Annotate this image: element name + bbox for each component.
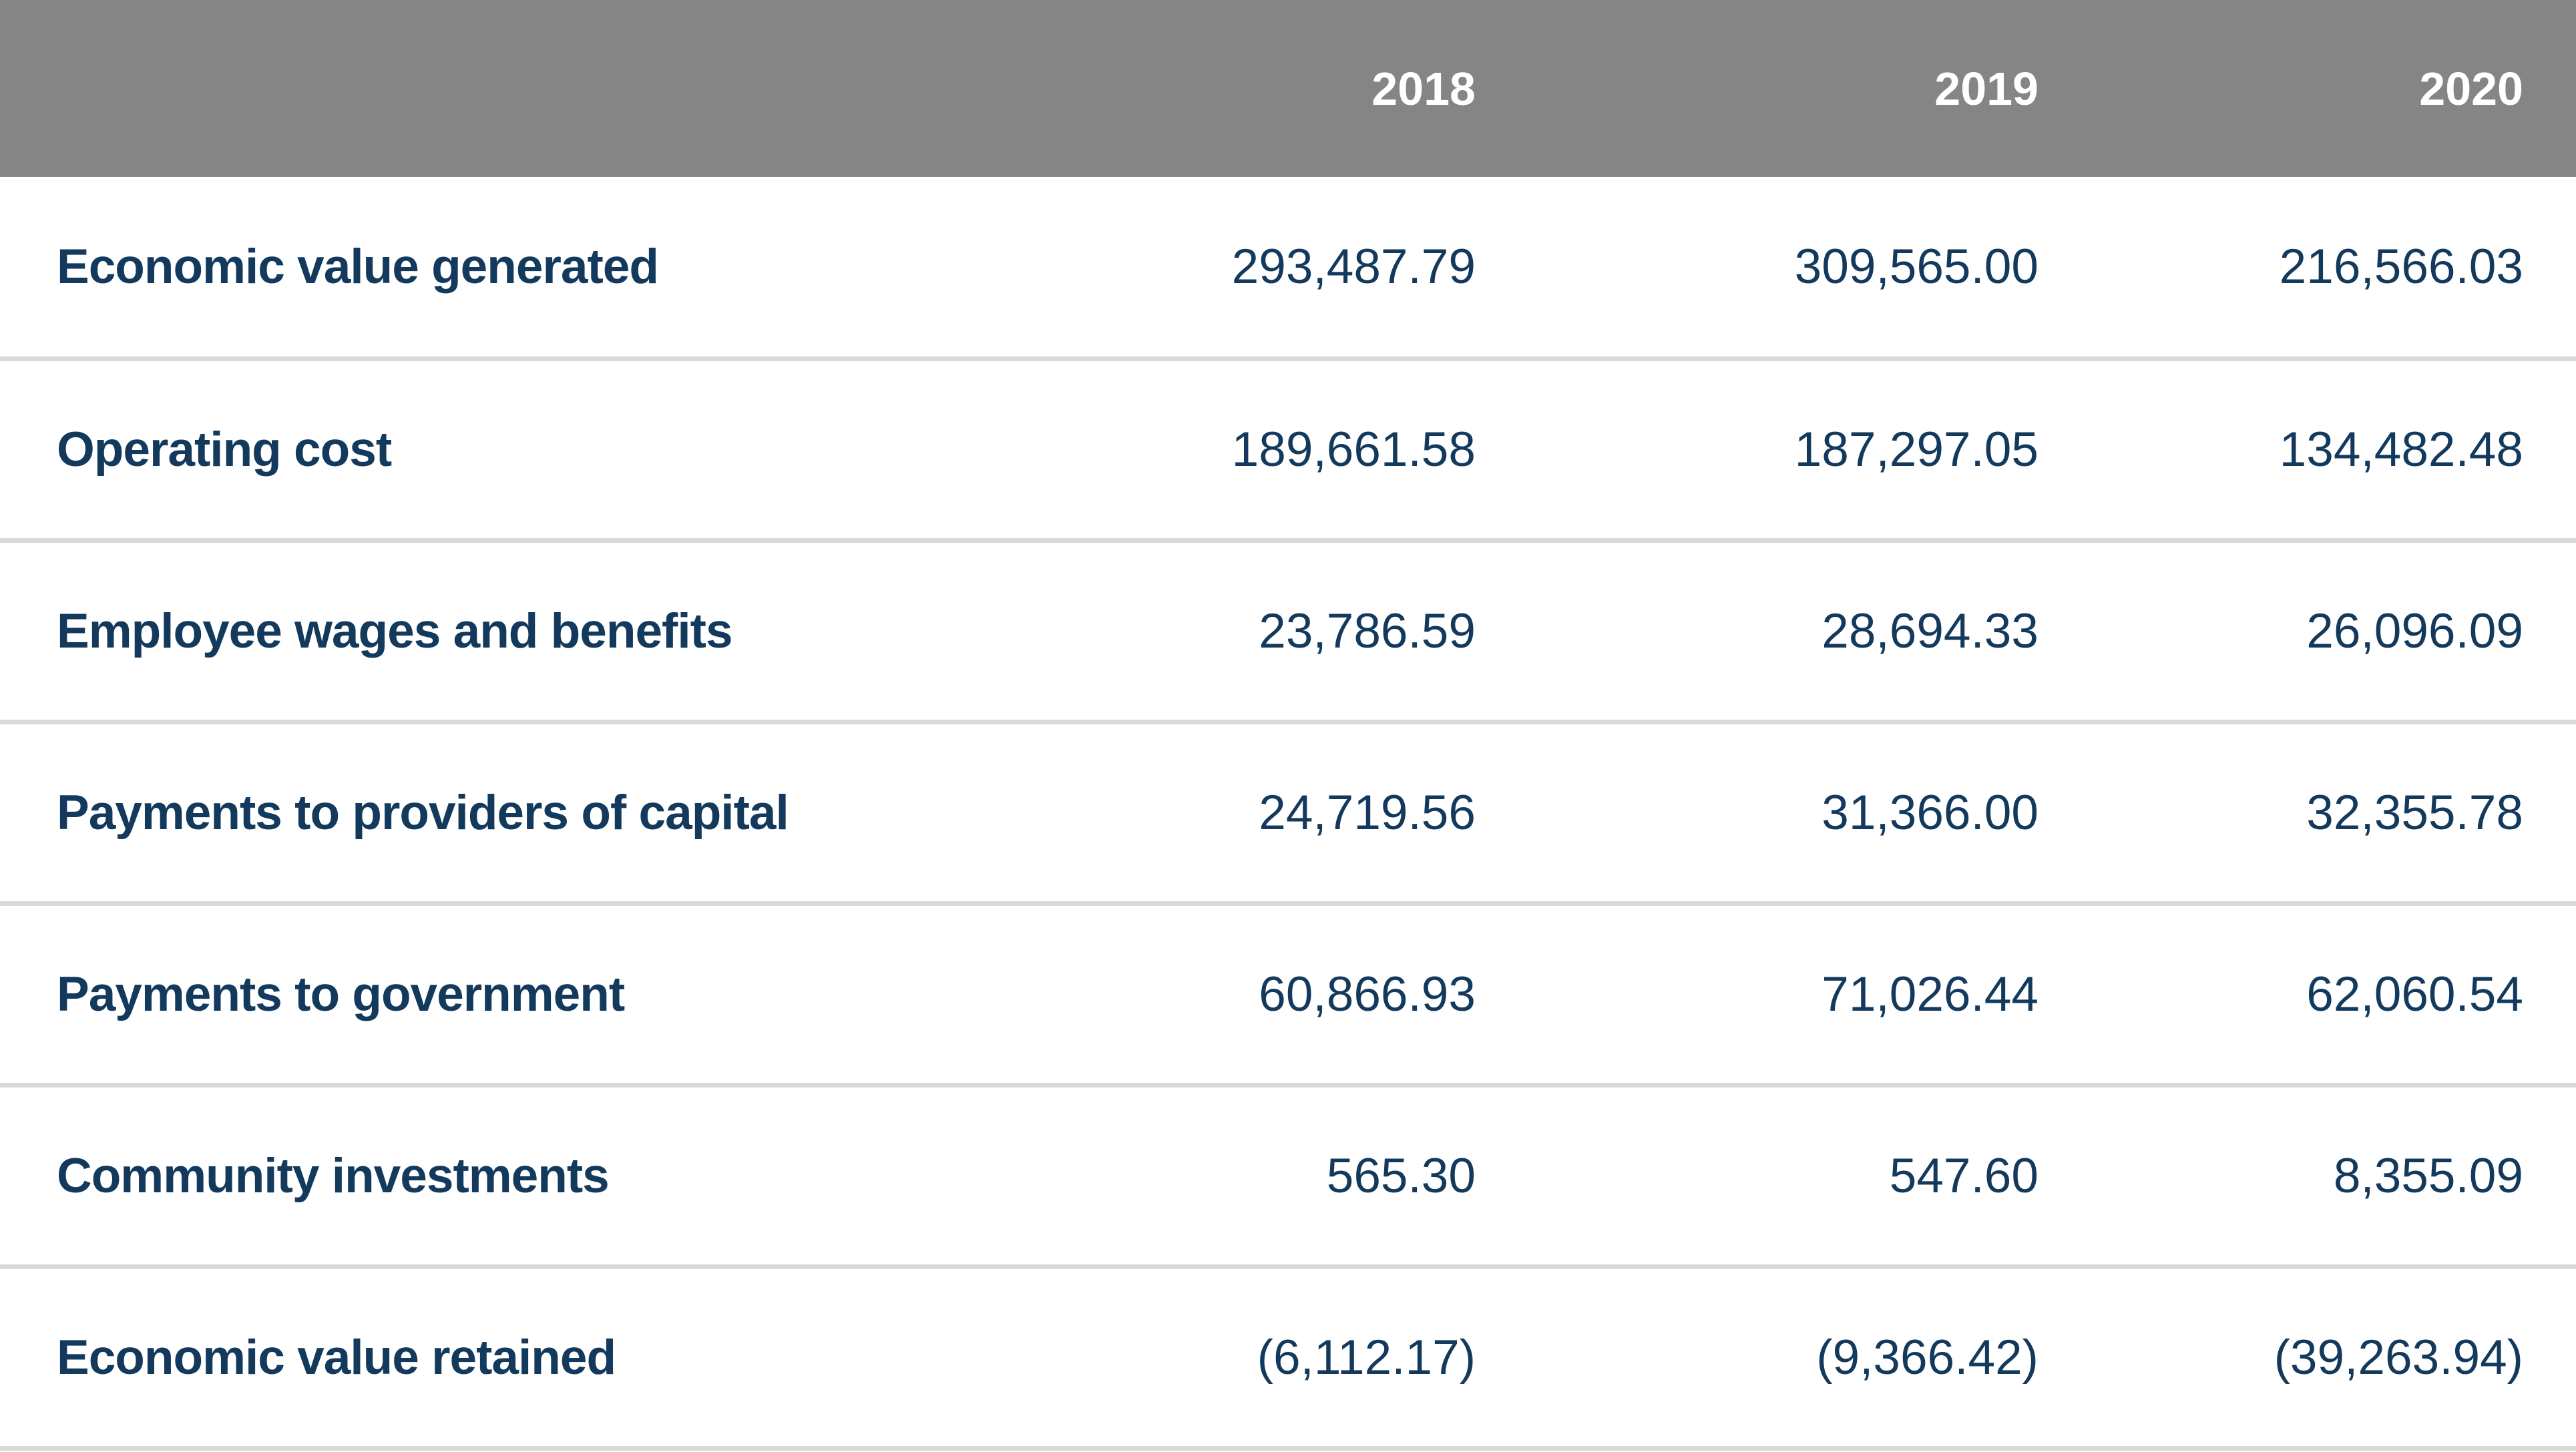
- cell-2019: 28,694.33: [1476, 540, 2038, 724]
- row-label: Employee wages and benefits: [0, 540, 868, 724]
- cell-2019: (9,366.42): [1476, 1266, 2038, 1451]
- table-header-row: 2018 2019 2020: [0, 0, 2576, 177]
- table-row-operating-cost: Operating cost 189,661.58 187,297.05 134…: [0, 358, 2576, 543]
- row-label: Economic value retained: [0, 1266, 868, 1451]
- cell-2018: 565.30: [868, 1085, 1476, 1269]
- cell-2018: 293,487.79: [868, 177, 1476, 361]
- table-row-payments-to-government: Payments to government 60,866.93 71,026.…: [0, 903, 2576, 1087]
- table-row-community-investments: Community investments 565.30 547.60 8,35…: [0, 1085, 2576, 1269]
- row-label: Economic value generated: [0, 177, 868, 361]
- row-label: Payments to providers of capital: [0, 722, 868, 906]
- row-label: Community investments: [0, 1085, 868, 1269]
- cell-2018: 60,866.93: [868, 903, 1476, 1087]
- header-year-2019: 2019: [1476, 0, 2038, 177]
- cell-2020: 8,355.09: [2038, 1085, 2576, 1269]
- table-row-payments-to-providers-of-capital: Payments to providers of capital 24,719.…: [0, 722, 2576, 906]
- cell-2020: (39,263.94): [2038, 1266, 2576, 1451]
- table-row-economic-value-retained: Economic value retained (6,112.17) (9,36…: [0, 1266, 2576, 1451]
- cell-2018: (6,112.17): [868, 1266, 1476, 1451]
- cell-2020: 134,482.48: [2038, 358, 2576, 543]
- cell-2019: 71,026.44: [1476, 903, 2038, 1087]
- cell-2018: 24,719.56: [868, 722, 1476, 906]
- header-year-2018: 2018: [868, 0, 1476, 177]
- cell-2019: 309,565.00: [1476, 177, 2038, 361]
- table-row-employee-wages-and-benefits: Employee wages and benefits 23,786.59 28…: [0, 540, 2576, 724]
- header-year-2020: 2020: [2038, 0, 2576, 177]
- cell-2019: 187,297.05: [1476, 358, 2038, 543]
- cell-2020: 26,096.09: [2038, 540, 2576, 724]
- row-label: Operating cost: [0, 358, 868, 543]
- cell-2019: 31,366.00: [1476, 722, 2038, 906]
- cell-2020: 216,566.03: [2038, 177, 2576, 361]
- cell-2018: 189,661.58: [868, 358, 1476, 543]
- row-label: Payments to government: [0, 903, 868, 1087]
- header-empty-cell: [0, 0, 868, 177]
- table-row-economic-value-generated: Economic value generated 293,487.79 309,…: [0, 177, 2576, 361]
- cell-2019: 547.60: [1476, 1085, 2038, 1269]
- cell-2018: 23,786.59: [868, 540, 1476, 724]
- cell-2020: 32,355.78: [2038, 722, 2576, 906]
- cell-2020: 62,060.54: [2038, 903, 2576, 1087]
